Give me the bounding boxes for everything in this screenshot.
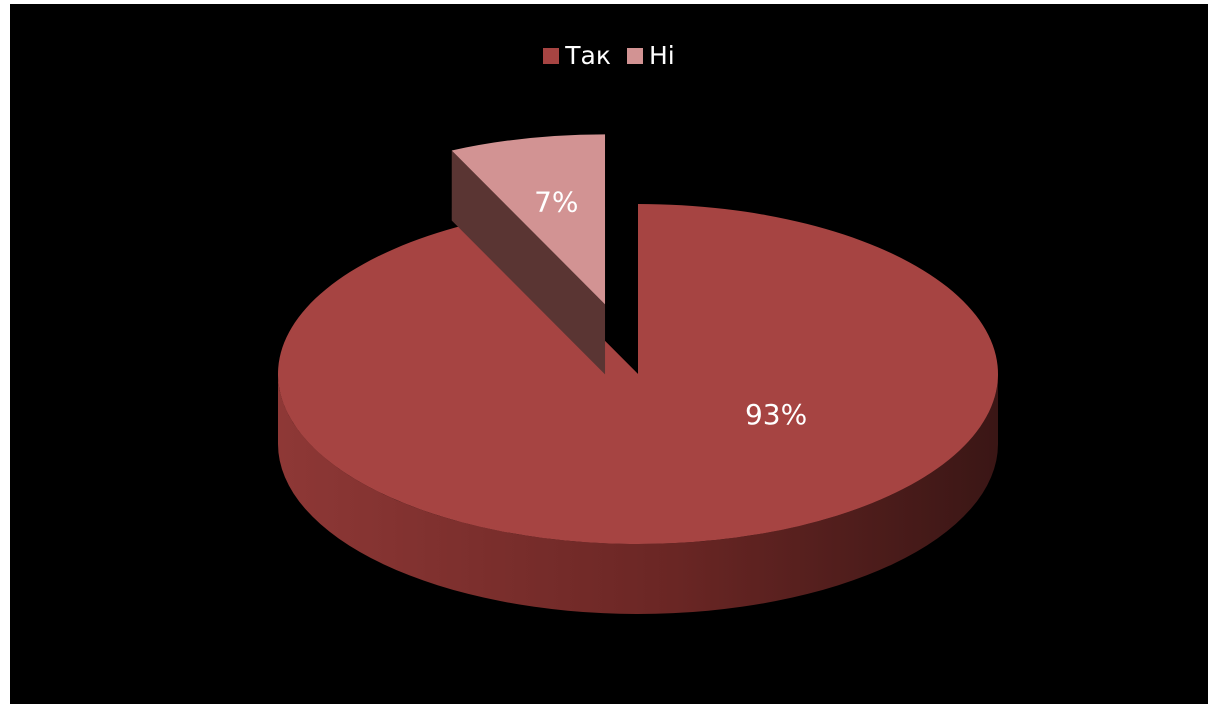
data-label-0: 93% [745,398,807,431]
legend-label-tak: Так [565,41,611,70]
pie-side-0 [278,374,998,614]
pie-slice-1 [451,134,606,305]
legend-label-ni: Ні [648,41,675,70]
chart-area: Так Ні 93% 7% [10,4,1208,704]
legend-item-tak: Так [543,41,611,70]
pie-wall-1-0 [451,150,606,375]
pie-chart: 93% 7% [277,134,999,614]
data-label-1: 7% [534,185,578,218]
legend: Так Ні [10,41,1208,70]
legend-swatch-tak [543,47,560,64]
pie-slice-0 [277,204,999,545]
legend-item-ni: Ні [626,41,675,70]
legend-swatch-ni [626,47,643,64]
